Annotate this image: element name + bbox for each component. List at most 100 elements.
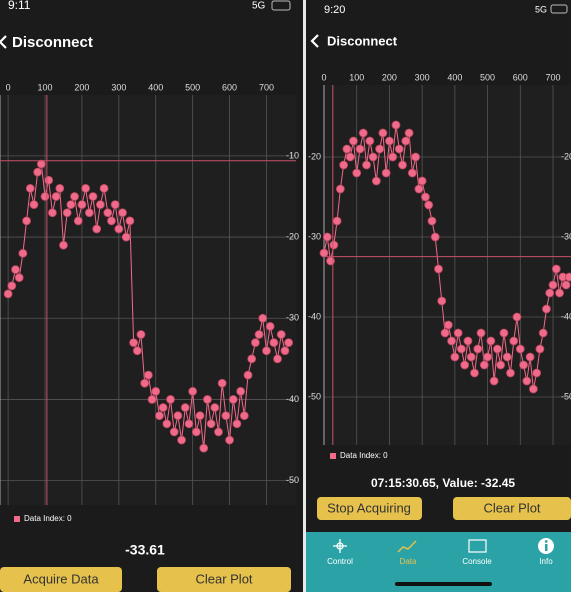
data-point <box>342 144 352 154</box>
data-point <box>355 144 365 154</box>
data-point <box>14 273 24 283</box>
data-icon[interactable] <box>397 540 417 553</box>
battery <box>271 0 291 11</box>
y-tick-label: -30 <box>286 313 299 323</box>
back-button[interactable]: Disconnect <box>327 33 398 48</box>
data-point <box>339 160 349 170</box>
x-tick-label: 300 <box>415 72 430 82</box>
x-tick-label: 100 <box>38 82 53 92</box>
data-point <box>388 152 398 162</box>
console-icon[interactable] <box>468 539 487 553</box>
data-point <box>548 280 558 290</box>
data-point <box>55 183 65 193</box>
x-tick-label: 500 <box>185 82 200 92</box>
data-point <box>173 411 183 421</box>
legend-label: Data Index: 0 <box>340 451 388 460</box>
data-point <box>110 200 120 210</box>
acquire-button-label[interactable]: Acquire Data <box>23 571 99 586</box>
x-tick-label: 600 <box>222 82 237 92</box>
data-point <box>371 176 381 186</box>
data-point <box>447 336 456 346</box>
data-point <box>236 386 246 396</box>
clear-button-label[interactable]: Clear Plot <box>483 500 540 515</box>
data-point <box>460 360 470 370</box>
stop-button[interactable] <box>317 497 422 520</box>
data-point <box>551 264 561 274</box>
data-point <box>519 360 528 370</box>
status-network: 5G <box>535 4 547 14</box>
data-point <box>44 175 54 185</box>
back-chevron[interactable] <box>0 35 7 49</box>
data-point <box>88 192 98 201</box>
data-point <box>404 128 414 138</box>
data-point <box>221 411 231 421</box>
x-tick-label: 400 <box>447 72 462 82</box>
data-point <box>401 136 411 146</box>
data-point <box>358 128 368 138</box>
data-point <box>258 313 268 323</box>
data-point <box>391 120 401 130</box>
data-point <box>496 360 506 370</box>
data-point <box>535 344 545 354</box>
data-point <box>561 280 571 290</box>
data-point <box>210 403 220 412</box>
clear-button[interactable] <box>453 497 571 520</box>
data-point <box>195 411 205 421</box>
stop-button-label[interactable]: Stop Acquiring <box>327 500 411 515</box>
data-point <box>29 200 39 210</box>
data-point <box>322 232 332 242</box>
data-point <box>99 183 109 193</box>
acquire-button[interactable] <box>0 567 122 592</box>
data-point <box>232 419 242 429</box>
data-point <box>132 346 142 356</box>
y-tick-label: -20 <box>286 231 299 241</box>
data-point <box>378 128 388 138</box>
x-tick-label: 700 <box>545 72 560 82</box>
data-point <box>95 200 105 210</box>
data-point <box>525 352 535 362</box>
data-point <box>18 248 28 258</box>
data-point <box>33 167 43 177</box>
legend-swatch <box>14 516 20 522</box>
x-tick-label: 0 <box>6 82 11 92</box>
data-point <box>398 160 407 170</box>
tab-label[interactable]: Info <box>539 557 553 566</box>
control-icon[interactable] <box>333 539 347 553</box>
data-point <box>203 395 212 404</box>
data-point <box>394 144 404 154</box>
data-point <box>473 344 483 354</box>
data-point <box>411 152 421 162</box>
data-point <box>206 419 216 429</box>
data-point <box>381 168 391 178</box>
y-tick-label: -50 <box>308 391 321 401</box>
y-tick-label: -30 <box>308 231 321 241</box>
data-point <box>463 336 473 346</box>
x-tick-label: 0 <box>321 72 326 82</box>
tab-label[interactable]: Console <box>462 557 492 566</box>
data-point <box>228 395 238 404</box>
data-point <box>36 159 46 169</box>
data-point <box>542 304 551 314</box>
status-network: 5G <box>252 1 266 12</box>
data-point <box>214 427 223 437</box>
tab-label[interactable]: Data <box>400 557 417 566</box>
data-point <box>502 352 512 362</box>
back-chevron[interactable] <box>310 34 319 48</box>
status-time: 9:11 <box>8 0 31 12</box>
data-point <box>70 192 79 201</box>
data-point <box>332 216 342 226</box>
data-point <box>375 144 385 154</box>
clear-button[interactable] <box>157 567 291 592</box>
x-tick-label: 200 <box>74 82 89 92</box>
data-point <box>262 346 271 356</box>
data-point <box>191 427 201 437</box>
data-point <box>476 328 486 338</box>
back-button[interactable]: Disconnect <box>12 34 93 51</box>
data-point <box>107 216 116 226</box>
data-point <box>121 232 131 242</box>
data-point <box>437 296 447 306</box>
data-point <box>136 330 146 339</box>
data-point <box>365 136 375 146</box>
clear-button-label[interactable]: Clear Plot <box>195 571 252 586</box>
tab-label[interactable]: Control <box>327 557 353 566</box>
